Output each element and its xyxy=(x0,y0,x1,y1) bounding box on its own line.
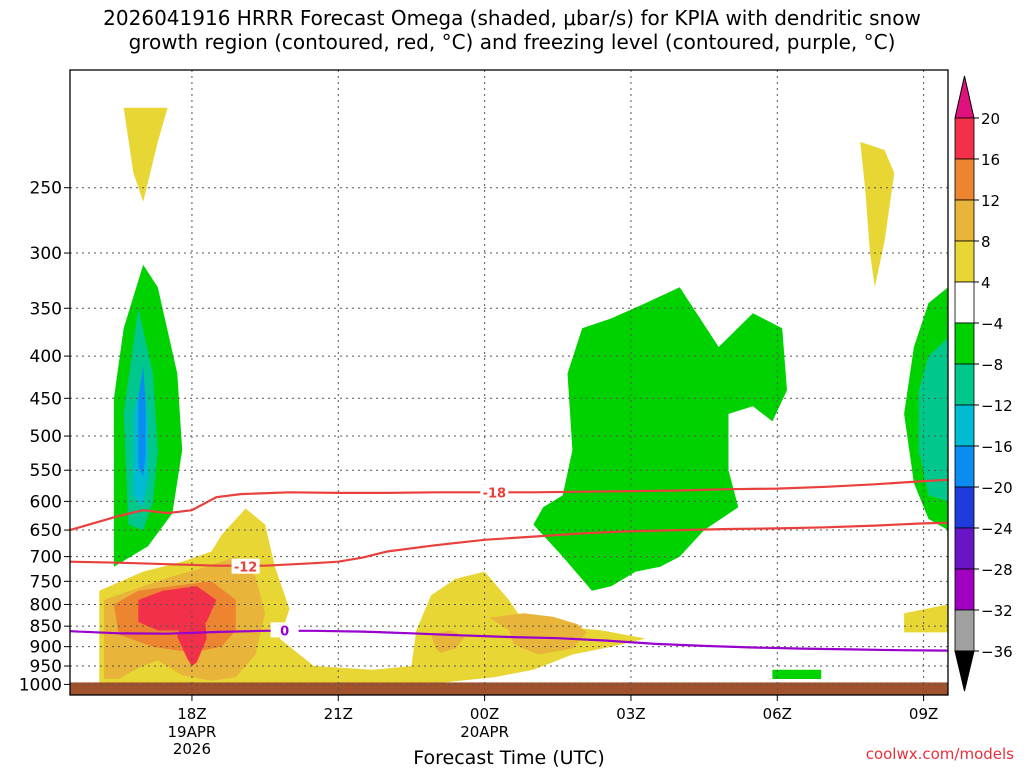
contour-layer: -18 -12 0 xyxy=(69,478,949,652)
colorbar-bin-11 xyxy=(954,568,975,611)
xtick-label-00Z: 00Z xyxy=(470,705,499,723)
contour-label-freezing_0: 0 xyxy=(280,624,289,639)
colorbar-label-2: 12 xyxy=(981,192,1000,210)
colorbar-bin-6 xyxy=(954,363,975,406)
xtick-label-21Z: 21Z xyxy=(324,705,353,723)
colorbar-label-9: −20 xyxy=(981,479,1013,497)
colorbar: 20 16 12 8 4 −4 −8 −12 −16 −20 −24 −28 −32 −36 xyxy=(954,75,1013,692)
omega-shading-layer xyxy=(99,107,948,685)
colorbar-label-10: −24 xyxy=(981,520,1013,538)
credit-link[interactable]: coolwx.com/models xyxy=(865,745,1014,763)
colorbar-label-8: −16 xyxy=(981,438,1013,456)
colorbar-label-7: −12 xyxy=(981,397,1013,415)
ytick-label-600: 600 xyxy=(30,492,62,512)
omega-region-6 xyxy=(918,337,948,502)
colorbar-bin-9 xyxy=(954,486,975,529)
colorbar-bin-12 xyxy=(954,609,975,652)
xtick-date-18Z: 19APR xyxy=(168,723,217,741)
ytick-label-500: 500 xyxy=(30,427,62,447)
x-axis-label: Forecast Time (UTC) xyxy=(413,747,604,768)
colorbar-label-4: 4 xyxy=(981,274,991,292)
contour-label-bg xyxy=(231,558,260,574)
contour-label-bg xyxy=(480,484,509,500)
colorbar-bin-3 xyxy=(954,240,975,283)
colorbar-label-12: −32 xyxy=(981,602,1013,620)
plot-frame xyxy=(69,69,949,696)
contour-label-bg xyxy=(270,622,299,638)
gridlines xyxy=(70,70,948,695)
contour-dgz_-18 xyxy=(69,478,949,532)
colorbar-bin-10 xyxy=(954,527,975,570)
ytick-label-700: 700 xyxy=(30,548,62,568)
colorbar-bin-7 xyxy=(954,404,975,447)
contour-label-dgz_-12: -12 xyxy=(234,561,258,576)
ytick-label-900: 900 xyxy=(30,638,62,658)
ytick-label-650: 650 xyxy=(30,521,62,541)
ground-layer xyxy=(70,682,948,695)
xtick-label-03Z: 03Z xyxy=(616,705,645,723)
colorbar-bin-8 xyxy=(954,445,975,488)
contour-label-dgz_-18: -18 xyxy=(483,486,507,501)
omega-region-17 xyxy=(860,141,895,288)
colorbar-label-0: 20 xyxy=(981,110,1000,128)
ytick-label-450: 450 xyxy=(30,389,62,409)
ytick-label-800: 800 xyxy=(30,595,62,615)
colorbar-bin-4 xyxy=(954,281,975,324)
omega-region-16 xyxy=(123,107,168,202)
ytick-label-850: 850 xyxy=(30,617,62,637)
ytick-label-950: 950 xyxy=(30,657,62,677)
colorbar-bin-1 xyxy=(954,158,975,201)
colorbar-label-5: −4 xyxy=(981,315,1003,333)
omega-region-13 xyxy=(489,613,587,655)
colorbar-label-11: −28 xyxy=(981,561,1013,579)
ytick-label-750: 750 xyxy=(30,572,62,592)
ground-surface xyxy=(70,682,948,695)
ytick-label-350: 350 xyxy=(30,299,62,319)
ytick-label-400: 400 xyxy=(30,347,62,367)
colorbar-label-13: −36 xyxy=(981,643,1013,661)
colorbar-bin-0 xyxy=(954,117,975,160)
colorbar-top-arrow xyxy=(954,75,975,119)
xtick-label-06Z: 06Z xyxy=(763,705,792,723)
axes: 2503003504004505005506006507007508008509… xyxy=(19,179,939,758)
colorbar-bin-2 xyxy=(954,199,975,242)
colorbar-label-1: 16 xyxy=(981,151,1000,169)
xtick-date-00Z: 20APR xyxy=(460,723,509,741)
colorbar-label-6: −8 xyxy=(981,356,1003,374)
xtick-label-09Z: 09Z xyxy=(909,705,938,723)
omega-region-4 xyxy=(533,287,787,591)
omega-region-3 xyxy=(138,365,146,477)
omega-region-15 xyxy=(904,604,948,633)
colorbar-label-3: 8 xyxy=(981,233,991,251)
xtick-year-18Z: 2026 xyxy=(173,740,211,758)
omega-region-7 xyxy=(772,669,822,679)
colorbar-bin-5 xyxy=(954,322,975,365)
xtick-label-18Z: 18Z xyxy=(177,705,206,723)
contour-freezing_0 xyxy=(69,629,949,652)
ytick-label-550: 550 xyxy=(30,461,62,481)
ytick-label-300: 300 xyxy=(30,244,62,264)
chart-title: 2026041916 HRRR Forecast Omega (shaded, … xyxy=(103,6,921,54)
colorbar-bottom-arrow xyxy=(954,650,975,692)
ytick-label-1000: 1000 xyxy=(19,675,62,695)
ytick-label-250: 250 xyxy=(30,179,62,199)
